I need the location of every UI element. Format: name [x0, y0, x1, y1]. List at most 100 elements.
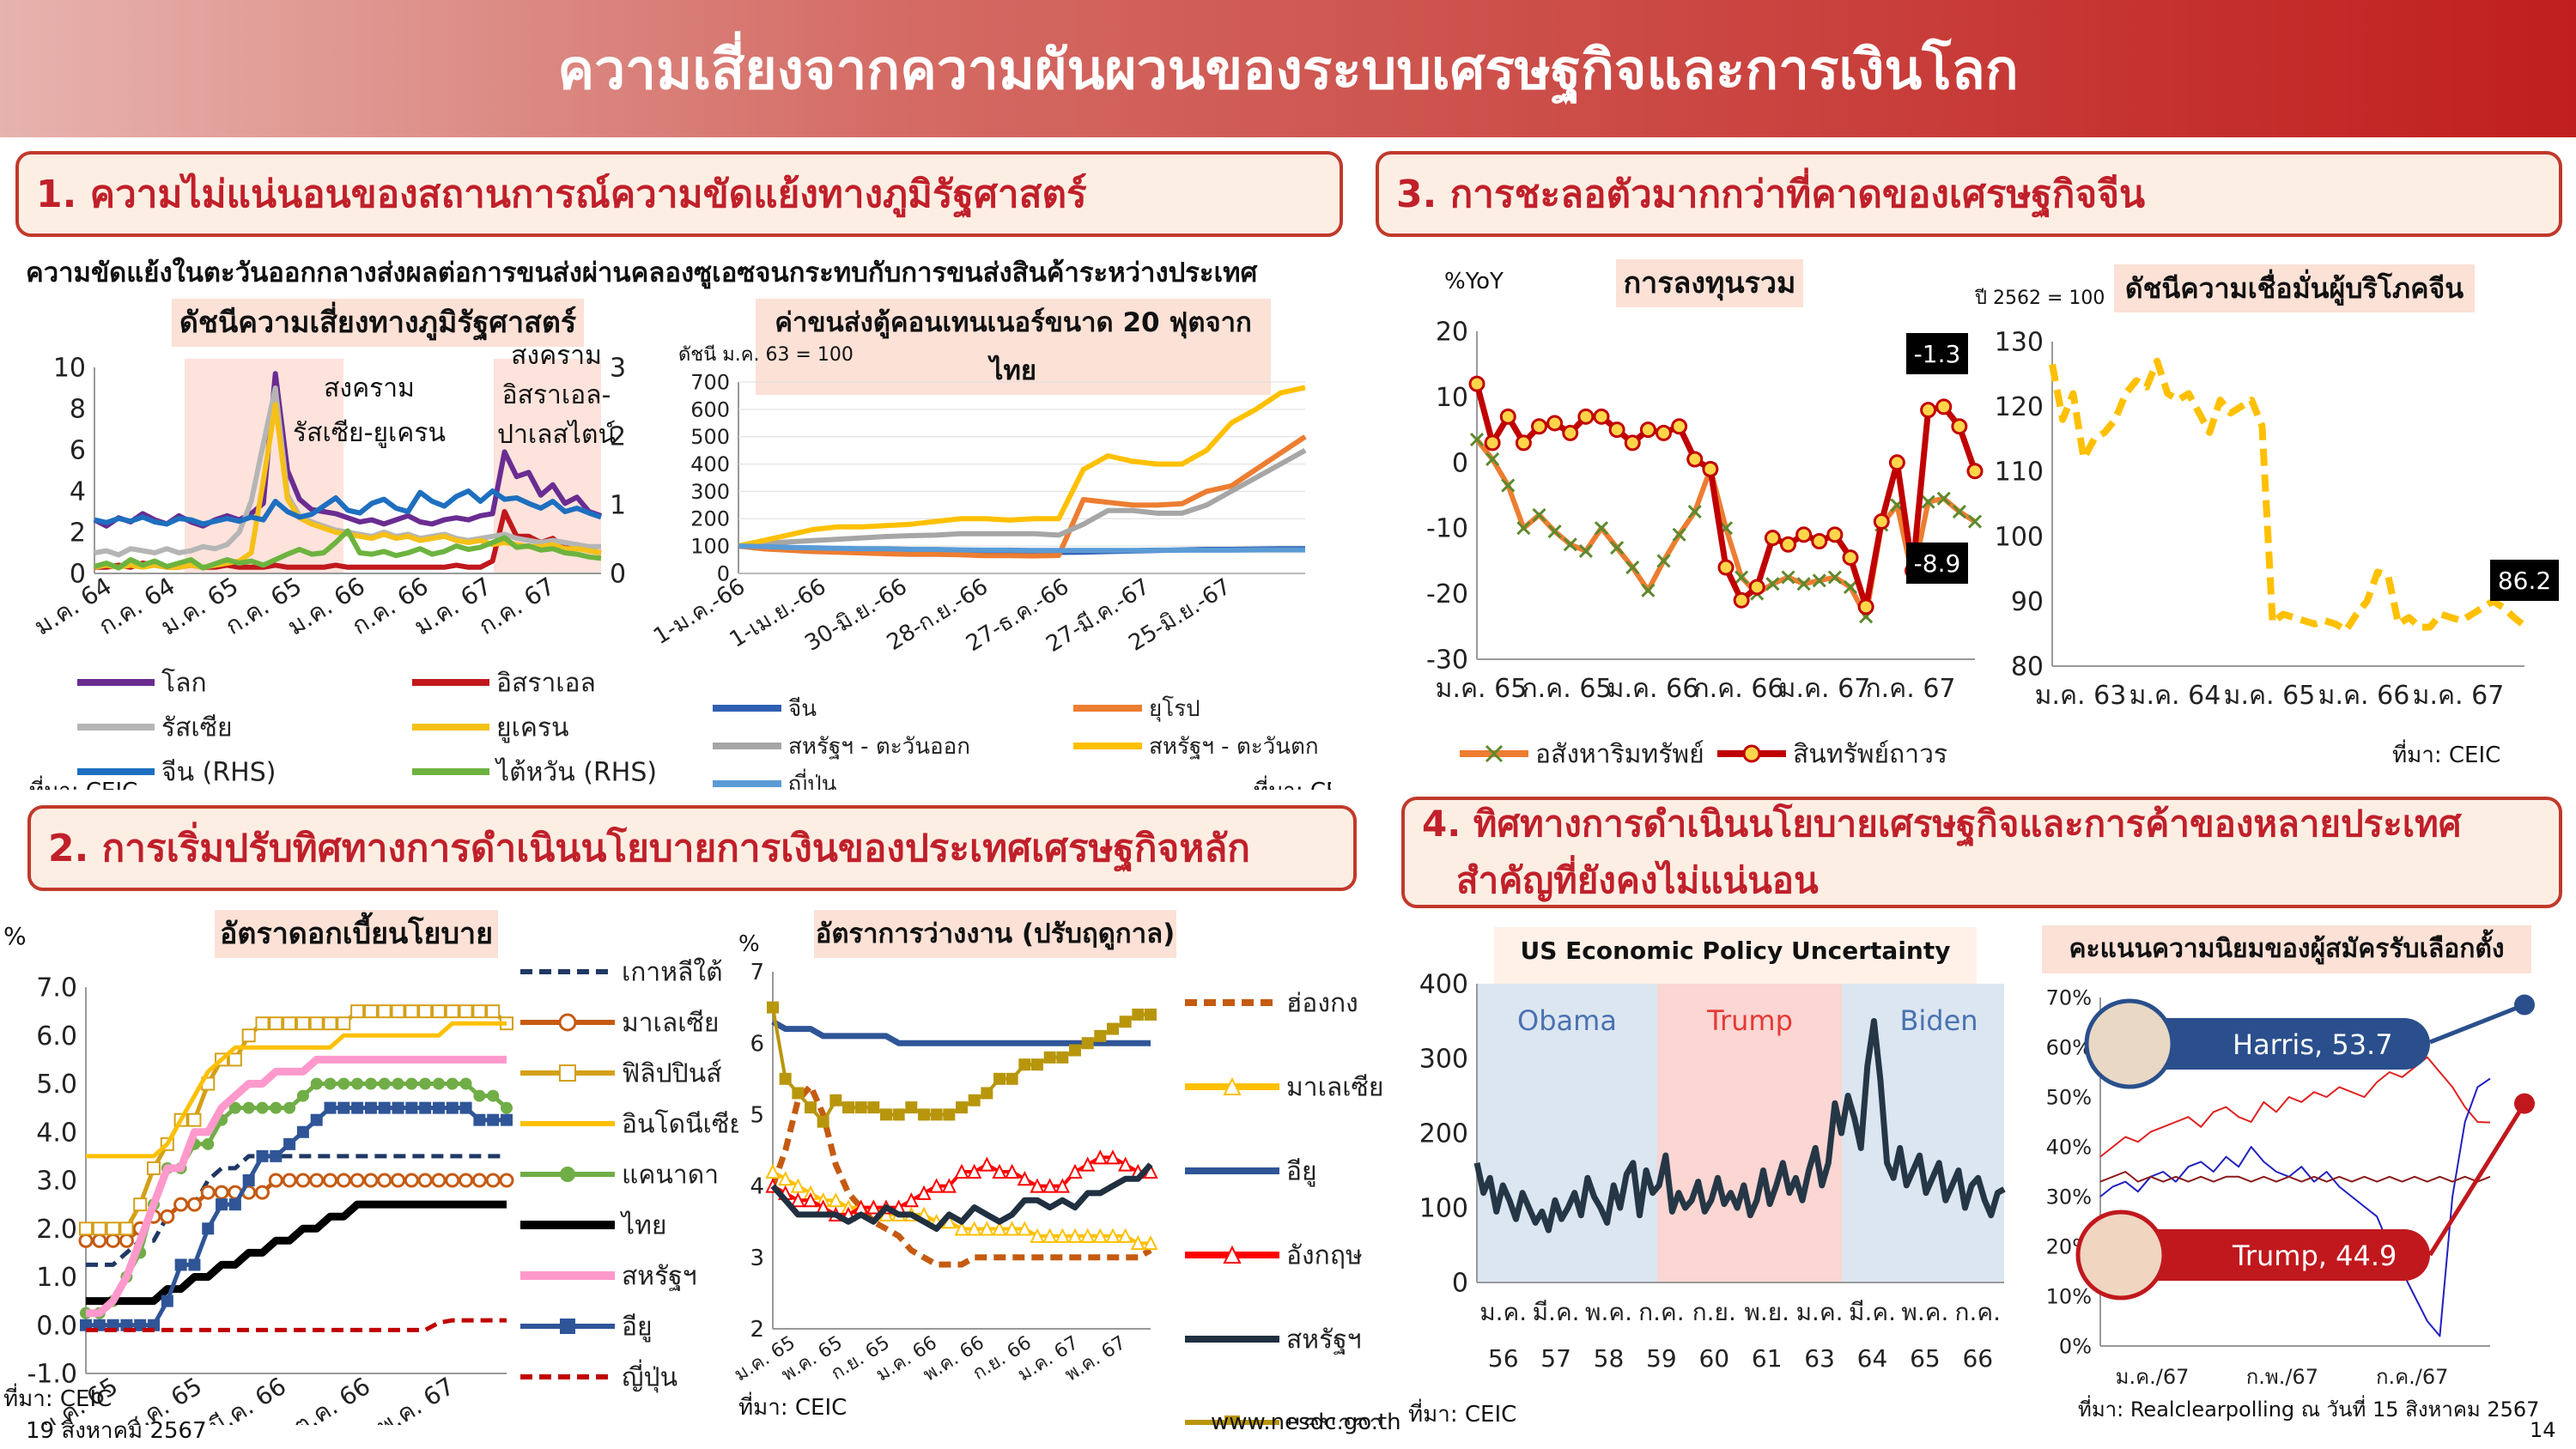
- section-4-title-line2: สำคัญที่ยังคงไม่แน่นอน: [1456, 859, 1819, 901]
- series-marker: [817, 1115, 829, 1128]
- series-marker: [256, 1101, 269, 1114]
- series-marker: [188, 1258, 201, 1271]
- y-tick-label: 120: [1995, 392, 2044, 422]
- x-tick-label: มี.ค.: [1533, 1298, 1580, 1326]
- policy-title: อัตราดอกเบี้ยนโยบาย: [215, 910, 498, 958]
- series-marker: [1030, 1178, 1045, 1193]
- y-tick-label: 80: [2011, 652, 2044, 682]
- series-line: [2099, 1077, 2491, 1337]
- y-tick-label: 500: [690, 425, 730, 449]
- series-marker: [200, 1185, 216, 1200]
- series-marker: [1686, 451, 1704, 468]
- series-marker: [431, 1173, 447, 1188]
- unit-label: %: [3, 922, 27, 950]
- y-tick-label: 30%: [2046, 1185, 2092, 1209]
- series-marker: [1951, 418, 1968, 435]
- section-1-subtitle: ความขัดแย้งในตะวันออกกลางส่งผลต่อการขนส่…: [26, 258, 1258, 288]
- y-tick-label: 200: [1419, 1119, 1468, 1149]
- series-line: [86, 1021, 507, 1159]
- series-marker: [1639, 421, 1656, 439]
- y-tick-label: 400: [1419, 970, 1468, 1000]
- series-marker: [228, 1101, 241, 1114]
- series-marker: [417, 1173, 433, 1188]
- series-marker: [147, 1161, 161, 1175]
- series-marker: [1501, 478, 1516, 493]
- y-tick-label: 0: [70, 560, 86, 590]
- series-marker: [323, 1173, 338, 1188]
- legend-label: ฟิลิปปินส์: [622, 1059, 722, 1089]
- y-tick-label: 6.0: [36, 1022, 77, 1052]
- y-tick-label: 0: [717, 561, 730, 585]
- y-tick-label: 7: [750, 960, 764, 985]
- legend-marker: [1485, 744, 1504, 763]
- annotation-ukraine: สงคราม: [324, 373, 415, 403]
- series-marker: [499, 1173, 514, 1188]
- value-label: -8.9: [1914, 549, 1961, 578]
- series-marker: [1935, 398, 1953, 415]
- series-marker: [767, 1001, 779, 1014]
- series-marker: [363, 1173, 379, 1188]
- x-tick-label: ก.พ./67: [2246, 1365, 2318, 1389]
- legend-marker: [558, 1013, 577, 1032]
- series-marker: [867, 1101, 880, 1114]
- legend-marker: [559, 1064, 576, 1082]
- series-marker: [1562, 424, 1579, 441]
- series-marker: [956, 1101, 968, 1114]
- series-marker: [1873, 513, 1890, 530]
- legend-label: สหรัฐฯ: [1286, 1325, 1362, 1355]
- series-marker: [1796, 577, 1811, 591]
- y-tick-label: -1.0: [27, 1360, 77, 1390]
- series-marker: [473, 1113, 486, 1126]
- series-marker: [106, 1233, 121, 1248]
- policy-chart: %-1.00.01.02.03.04.05.06.07.0ม.ค. 65ส.ค.…: [3, 922, 738, 1425]
- y-tick-label: 100: [1995, 522, 2044, 552]
- freight-title: ค่าขนส่งตู้คอนเทนเนอร์ขนาด 20 ฟุตจากไทย: [756, 299, 1271, 395]
- section-3-title: 3. การชะลอตัวมากกว่าที่คาดของเศรษฐกิจจีน: [1396, 173, 2146, 216]
- x-tick-label: ม.ค.: [1796, 1298, 1844, 1326]
- series-marker: [1094, 1029, 1107, 1042]
- legend-label: อินโดนีเซีย: [622, 1109, 738, 1140]
- series-marker: [295, 1173, 311, 1188]
- series-marker: [1936, 491, 1951, 506]
- y-tick-label: 90: [2011, 587, 2044, 617]
- callout-connector: [2427, 1102, 2527, 1257]
- legend-marker: [1223, 1076, 1242, 1095]
- series-marker: [487, 1089, 500, 1102]
- series-marker: [309, 1173, 325, 1188]
- series-line: [93, 371, 602, 529]
- series-marker: [377, 1004, 392, 1019]
- y-tick-label: 200: [690, 507, 730, 531]
- series-marker: [459, 1101, 472, 1114]
- x-tick-label: ก.ค. 65: [1522, 674, 1612, 704]
- series-marker: [501, 1113, 513, 1126]
- series-marker: [337, 1016, 351, 1031]
- x-tick-year: 61: [1752, 1344, 1783, 1373]
- series-marker: [419, 1077, 432, 1090]
- x-tick-year: 60: [1698, 1344, 1729, 1373]
- section-1-header: 1. ความไม่แน่นอนของสถานการณ์ความขัดแย้งท…: [15, 151, 1343, 237]
- series-marker: [1578, 543, 1593, 559]
- series-marker: [1656, 554, 1671, 568]
- series-marker: [1811, 532, 1828, 549]
- series-marker: [1043, 1051, 1056, 1064]
- source-label: ที่มา: CEIC: [738, 1391, 847, 1421]
- series-marker: [1067, 1163, 1083, 1179]
- series-marker: [173, 1197, 189, 1212]
- series-marker: [419, 1101, 432, 1114]
- x-tick-year: 58: [1594, 1344, 1625, 1373]
- series-marker: [1733, 591, 1750, 609]
- series-marker: [473, 1089, 486, 1102]
- series-marker: [854, 1101, 867, 1114]
- series-line: [86, 1055, 507, 1318]
- series-marker: [336, 1173, 351, 1188]
- series-marker: [350, 1004, 365, 1019]
- series-marker: [216, 1198, 228, 1211]
- legend-marker: [1224, 1416, 1240, 1425]
- legend-label: ยูเครน: [496, 713, 569, 743]
- series-marker: [1515, 434, 1532, 452]
- y-tick-label: 20: [1436, 318, 1468, 348]
- footer-url[interactable]: www.nesdc.go.th: [1211, 1410, 1401, 1435]
- series-marker: [1921, 494, 1935, 509]
- series-marker: [323, 1016, 337, 1031]
- series-marker: [309, 1016, 324, 1031]
